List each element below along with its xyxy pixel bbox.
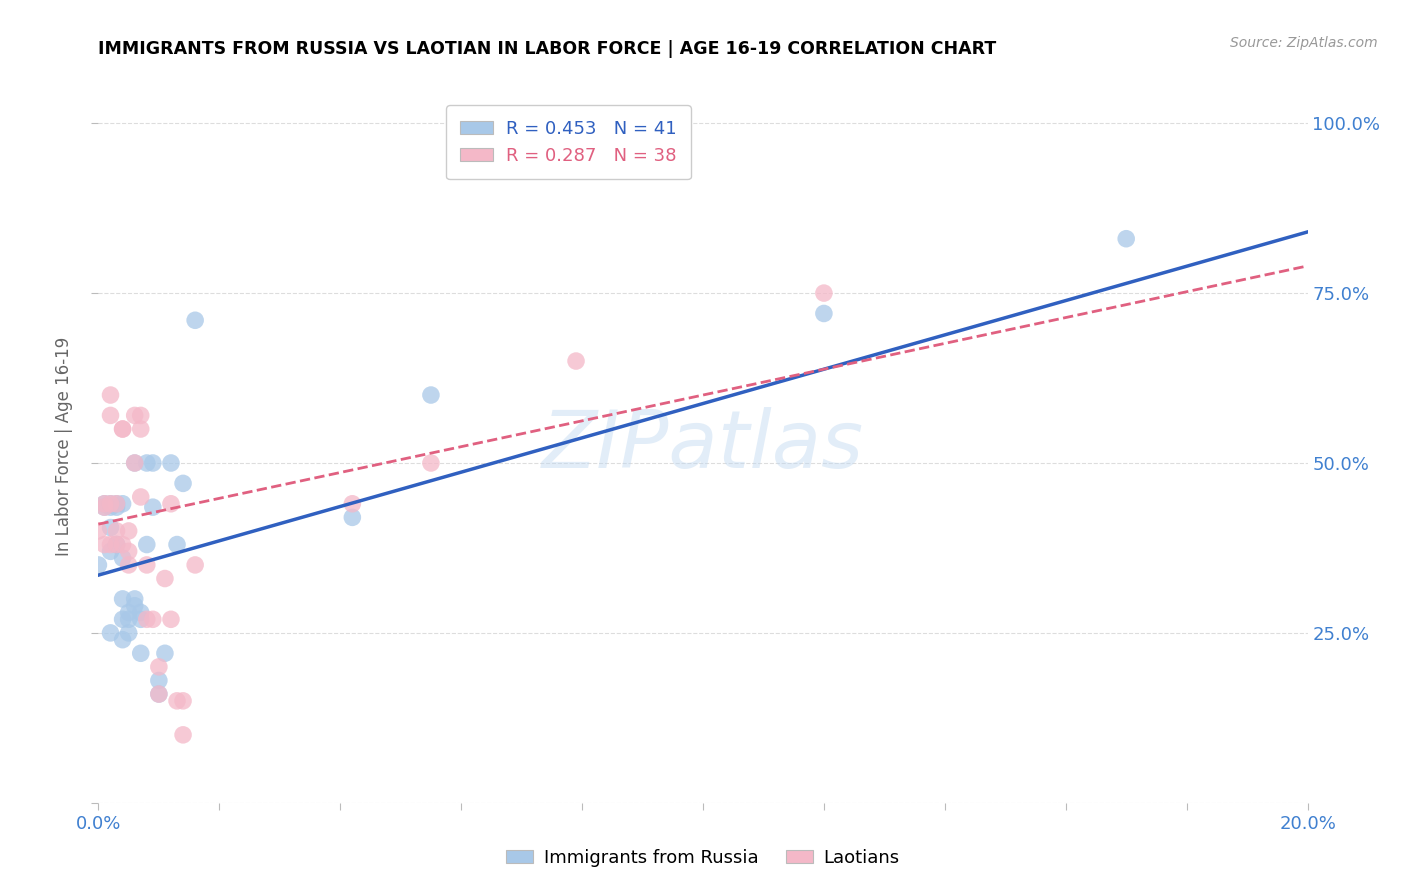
Point (105, 537, 128, 551)
Point (184, 558, 207, 572)
Point (124, 599, 146, 613)
Point (129, 606, 152, 620)
Point (111, 612, 134, 626)
Point (342, 510, 364, 524)
Point (118, 626, 141, 640)
Point (118, 524, 141, 538)
Point (166, 537, 188, 551)
Point (142, 456, 165, 470)
Point (160, 497, 183, 511)
Point (172, 694, 194, 708)
Point (93, 497, 115, 511)
Point (124, 591, 146, 606)
Point (420, 456, 443, 470)
Point (142, 500, 165, 515)
Point (142, 612, 165, 626)
Point (342, 497, 364, 511)
Point (105, 500, 128, 515)
Point (111, 632, 134, 647)
Point (124, 456, 146, 470)
Point (100, 500, 122, 515)
Point (111, 551, 134, 566)
Text: IMMIGRANTS FROM RUSSIA VS LAOTIAN IN LABOR FORCE | AGE 16-19 CORRELATION CHART: IMMIGRANTS FROM RUSSIA VS LAOTIAN IN LAB… (98, 40, 997, 58)
Point (105, 497, 128, 511)
Point (129, 490, 152, 504)
Point (148, 673, 170, 688)
Point (93, 500, 115, 515)
Point (135, 456, 157, 470)
Point (420, 388, 443, 402)
Point (105, 537, 128, 551)
Text: ZIPatlas: ZIPatlas (541, 407, 865, 485)
Point (565, 354, 588, 368)
Point (93, 500, 115, 515)
Point (100, 497, 122, 511)
Point (118, 612, 141, 626)
Point (100, 409, 122, 423)
Point (118, 606, 141, 620)
Point (93, 537, 115, 551)
Point (129, 646, 152, 660)
Point (148, 687, 170, 701)
Point (813, 286, 835, 301)
Point (105, 537, 128, 551)
Point (172, 476, 194, 491)
Point (100, 388, 122, 402)
Point (148, 660, 170, 674)
Point (87, 524, 110, 538)
Point (129, 422, 152, 436)
Point (184, 313, 207, 327)
Point (160, 612, 183, 626)
Point (1115, 232, 1137, 246)
Point (111, 537, 134, 551)
Point (124, 409, 146, 423)
Point (111, 497, 134, 511)
Point (100, 537, 122, 551)
Point (100, 626, 122, 640)
Point (153, 572, 176, 586)
Point (124, 456, 146, 470)
Point (166, 694, 188, 708)
Point (135, 612, 157, 626)
Point (87, 558, 110, 572)
Point (160, 456, 183, 470)
Point (118, 558, 141, 572)
Point (100, 544, 122, 558)
Point (100, 520, 122, 534)
Point (129, 612, 152, 626)
Y-axis label: In Labor Force | Age 16-19: In Labor Force | Age 16-19 (55, 336, 73, 556)
Point (153, 646, 176, 660)
Point (100, 497, 122, 511)
Point (118, 544, 141, 558)
Legend: Immigrants from Russia, Laotians: Immigrants from Russia, Laotians (499, 842, 907, 874)
Point (172, 728, 194, 742)
Point (105, 497, 128, 511)
Point (93, 497, 115, 511)
Point (129, 409, 152, 423)
Point (111, 591, 134, 606)
Point (135, 558, 157, 572)
Point (148, 687, 170, 701)
Point (111, 422, 134, 436)
Text: Source: ZipAtlas.com: Source: ZipAtlas.com (1230, 36, 1378, 50)
Point (813, 306, 835, 320)
Point (135, 537, 157, 551)
Point (111, 422, 134, 436)
Legend: R = 0.453   N = 41, R = 0.287   N = 38: R = 0.453 N = 41, R = 0.287 N = 38 (446, 105, 690, 179)
Point (105, 524, 128, 538)
